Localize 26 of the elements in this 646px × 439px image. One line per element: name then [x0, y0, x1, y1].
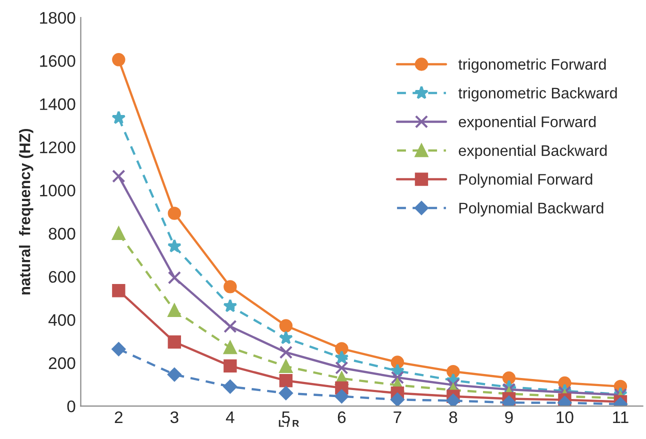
y-tick-label: 0 — [67, 400, 76, 412]
legend-label: trigonometric Forward — [458, 58, 606, 73]
legend-label: Polynomial Backward — [459, 202, 604, 217]
y-axis-title: natural frequency (HZ) — [19, 128, 34, 294]
x-tick-label: 3 — [170, 411, 178, 424]
x-tick-label: 4 — [226, 412, 234, 424]
legend-label: Polynomial Forward — [459, 174, 592, 188]
y-tick-label: 1600 — [40, 55, 76, 67]
y-tick-label: 1000 — [40, 184, 76, 196]
x-tick-label: 9 — [505, 411, 513, 424]
legend-label: trigonometric Backward — [458, 87, 617, 102]
y-tick-label: 200 — [48, 357, 76, 370]
x-tick-label: 2 — [114, 411, 122, 424]
y-tick-label: 600 — [48, 270, 76, 283]
x-tick-label: 11 — [613, 412, 628, 424]
x-tick-label: 10 — [556, 411, 574, 424]
y-tick-label: 1800 — [40, 12, 76, 24]
y-tick-label: 400 — [48, 314, 76, 326]
legend-label: exponential Backward — [458, 144, 607, 160]
y-tick-label: 800 — [48, 228, 76, 240]
y-tick-label: 1400 — [40, 98, 76, 110]
y-tick-label: 1200 — [40, 141, 76, 154]
x-tick-label: 6 — [338, 411, 346, 424]
x-tick-label: 8 — [449, 411, 458, 424]
legend-label: exponential Forward — [458, 116, 596, 130]
x-tick-label: 7 — [394, 412, 402, 424]
